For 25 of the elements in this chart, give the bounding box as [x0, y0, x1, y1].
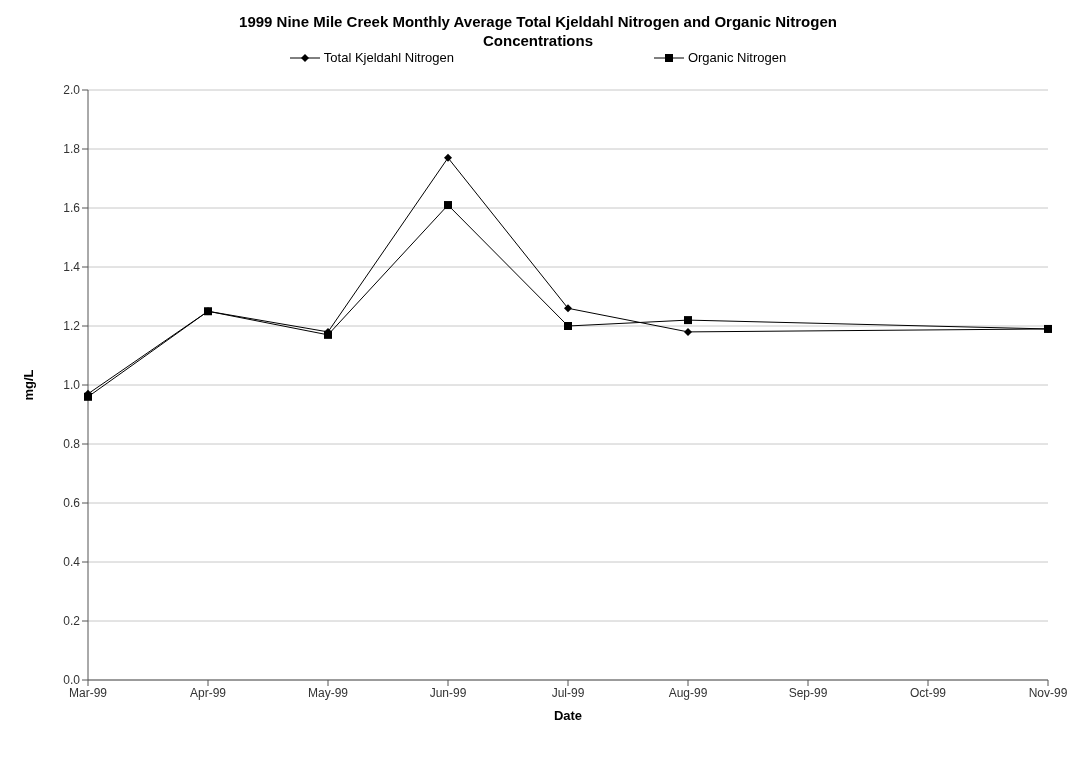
y-tick-label: 0.8	[63, 437, 81, 452]
x-tick-label: May-99	[307, 685, 349, 700]
legend-label: Total Kjeldahl Nitrogen	[323, 50, 454, 65]
y-tick-label: 1.6	[63, 201, 81, 216]
y-tick-label: 1.4	[63, 260, 81, 275]
x-tick-label: Nov-99	[1028, 685, 1068, 700]
x-tick-label: Aug-99	[668, 685, 708, 700]
x-axis-title: Date	[553, 708, 583, 723]
y-tick-label: 0.0	[63, 673, 81, 688]
x-tick-label: Jul-99	[551, 685, 585, 700]
x-tick-label: Oct-99	[909, 685, 947, 700]
x-tick-label: Jun-99	[429, 685, 467, 700]
x-tick-label: Sep-99	[788, 685, 828, 700]
y-tick-label: 1.2	[63, 319, 81, 334]
y-tick-label: 0.2	[63, 614, 81, 629]
chart-title: 1999 Nine Mile Creek Monthly Average Total Kjeldahl Nitrogen and Organic Nitrogen Concentrations	[238, 12, 838, 50]
y-tick-label: 0.6	[63, 496, 81, 511]
x-tick-label: Apr-99	[189, 685, 227, 700]
y-tick-label: 0.4	[63, 555, 81, 570]
y-tick-label: 1.8	[63, 142, 81, 157]
y-tick-label: 2.0	[63, 83, 81, 98]
legend-label: Organic Nitrogen	[687, 50, 787, 65]
y-tick-label: 1.0	[63, 378, 81, 393]
x-tick-label: Mar-99	[68, 685, 108, 700]
y-axis-title: mg/L	[20, 369, 36, 401]
